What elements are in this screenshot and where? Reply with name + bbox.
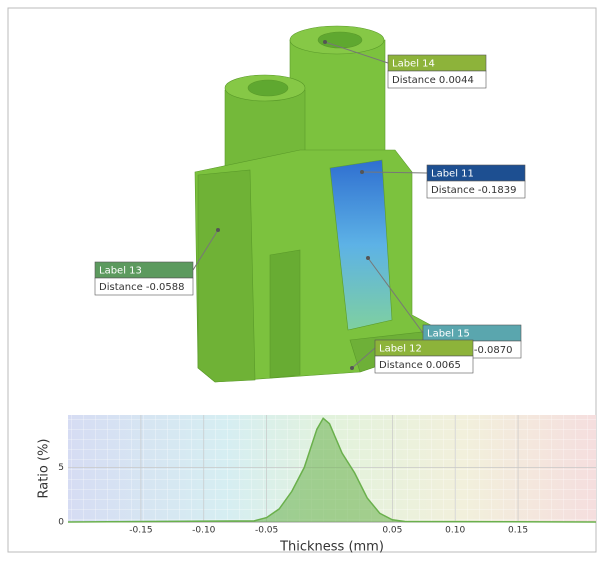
x-tick-label: 0.10 bbox=[445, 526, 465, 536]
y-tick-label: 5 bbox=[58, 463, 64, 473]
callout-title: Label 11 bbox=[431, 169, 474, 180]
x-axis-title: Thickness (mm) bbox=[279, 540, 384, 555]
callout-value: Distance -0.1839 bbox=[431, 185, 517, 196]
anchor-dot bbox=[366, 256, 370, 260]
anchor-dot bbox=[350, 366, 354, 370]
x-tick-label: -0.10 bbox=[192, 526, 216, 536]
callout-title: Label 15 bbox=[427, 329, 470, 340]
x-tick-label: 0.05 bbox=[382, 526, 402, 536]
callout-value: Distance -0.0588 bbox=[99, 282, 185, 293]
y-axis-title: Ratio (%) bbox=[37, 438, 52, 498]
callout-title: Label 13 bbox=[99, 266, 142, 277]
x-tick-label: 0.15 bbox=[508, 526, 528, 536]
x-tick-label: -0.15 bbox=[129, 526, 152, 536]
y-tick-label: 0 bbox=[58, 518, 64, 528]
callout-title: Label 12 bbox=[379, 344, 422, 355]
anchor-dot bbox=[216, 228, 220, 232]
callout-title: Label 14 bbox=[392, 59, 435, 70]
anchor-dot bbox=[323, 40, 327, 44]
screen: Label 14 Distance 0.0044 Label 11 Distance … bbox=[0, 0, 606, 562]
callout-value: Distance 0.0044 bbox=[392, 75, 474, 86]
x-tick-label: -0.05 bbox=[255, 526, 278, 536]
callout-value: Distance 0.0065 bbox=[379, 360, 461, 371]
anchor-dot bbox=[360, 170, 364, 174]
